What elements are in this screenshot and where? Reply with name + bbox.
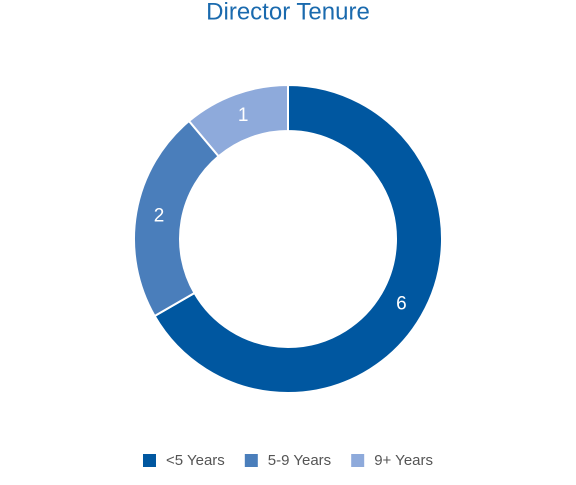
- legend-swatch: [244, 454, 258, 467]
- donut-segment: [153, 83, 443, 394]
- legend-label: 9+ Years: [374, 452, 433, 469]
- data-label: 1: [238, 105, 249, 126]
- data-label: 6: [396, 294, 407, 315]
- legend-swatch: [351, 454, 365, 467]
- donut-segment: [133, 119, 220, 318]
- legend-swatch: [142, 454, 156, 467]
- data-label: 2: [154, 205, 165, 226]
- legend-label: 5-9 Years: [268, 452, 331, 469]
- legend-label: <5 Years: [166, 452, 225, 469]
- donut-segment: [187, 83, 289, 158]
- chart-title: Director Tenure: [206, 0, 370, 25]
